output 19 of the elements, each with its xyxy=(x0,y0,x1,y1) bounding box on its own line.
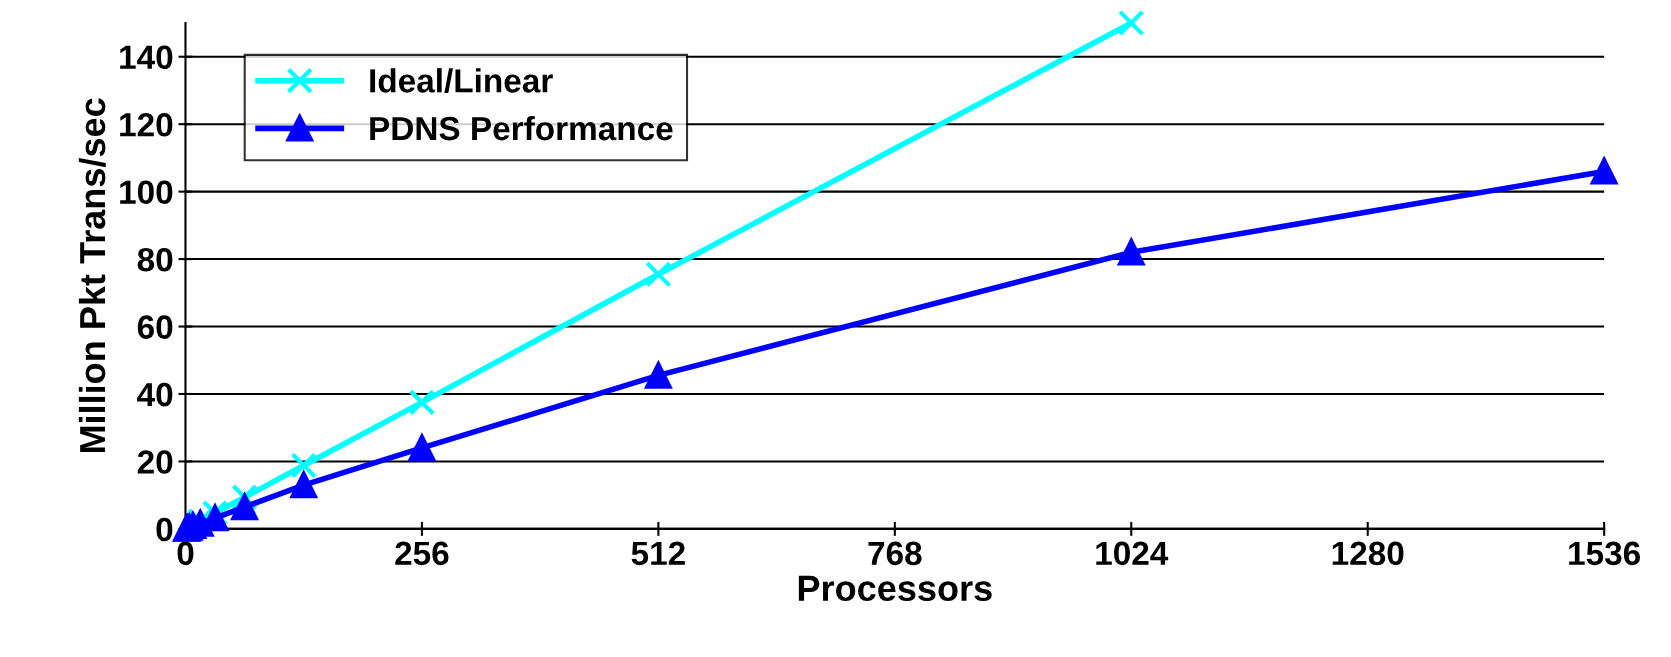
y-tick-label: 100 xyxy=(120,180,173,205)
legend-label: PDNS Performance xyxy=(370,115,673,141)
x-tick-label: 256 xyxy=(395,541,449,566)
y-tick-label: 0 xyxy=(156,517,173,542)
x-axis-title: Processors xyxy=(798,575,992,602)
x-tick-label: 1536 xyxy=(1569,541,1641,566)
y-axis-title: Million Pkt Trans/sec xyxy=(78,98,106,453)
x-tick-label: 512 xyxy=(631,541,685,566)
y-tick-label: 120 xyxy=(120,112,173,137)
y-tick-label: 80 xyxy=(137,247,173,272)
x-tick-label: 768 xyxy=(868,541,922,566)
x-tick-label: 1280 xyxy=(1332,541,1404,566)
legend-label: Ideal/Linear xyxy=(370,68,553,93)
x-tick-label: 1024 xyxy=(1096,541,1169,566)
y-tick-label: 140 xyxy=(120,45,173,70)
y-tick-label: 40 xyxy=(137,382,173,407)
x-tick-label: 0 xyxy=(177,541,194,566)
y-tick-label: 20 xyxy=(137,450,173,474)
y-tick-label: 60 xyxy=(137,315,173,339)
